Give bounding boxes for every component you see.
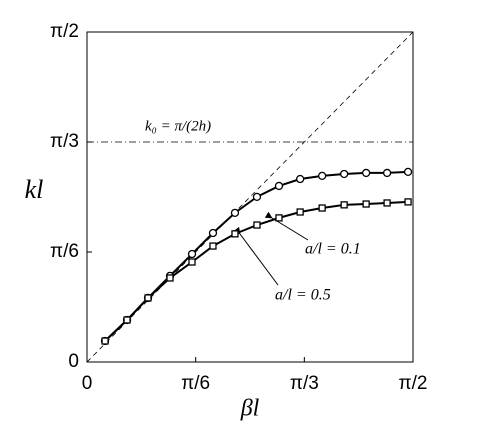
plot-frame: [86, 31, 414, 363]
x-tick-label: π/2: [399, 373, 428, 394]
marker: [187, 249, 197, 259]
marker: [404, 198, 412, 206]
marker: [274, 181, 284, 191]
marker: [318, 204, 326, 212]
marker: [208, 228, 218, 238]
x-axis-label: βl: [240, 396, 260, 422]
arrow: [233, 226, 279, 286]
marker: [252, 192, 262, 202]
marker: [295, 174, 305, 184]
marker: [123, 316, 131, 324]
marker: [231, 230, 239, 238]
marker: [339, 169, 349, 179]
marker: [230, 208, 240, 217]
marker: [166, 274, 174, 282]
x-tick-label: π/3: [290, 373, 319, 394]
marker: [144, 294, 152, 302]
marker: [361, 168, 371, 178]
x-tick-label: π/6: [181, 373, 210, 394]
marker: [382, 168, 392, 178]
marker: [188, 258, 196, 266]
reference-label: k₀ = π/(2h): [145, 118, 211, 134]
marker: [383, 199, 391, 207]
marker: [362, 200, 370, 208]
x-tick-label: 0: [82, 373, 93, 394]
marker: [340, 201, 348, 209]
marker: [209, 242, 217, 250]
y-tick-label: 0: [68, 351, 79, 372]
y-axis-label: kl: [25, 175, 44, 204]
arrow: [264, 211, 309, 241]
marker: [317, 171, 327, 181]
y-tick-label: π/3: [50, 131, 79, 152]
y-tick-label: π/2: [50, 21, 79, 42]
marker: [275, 214, 283, 222]
diagonal: [86, 31, 414, 363]
marker: [101, 337, 109, 345]
marker: [403, 167, 413, 177]
series-label: a/l = 0.5: [275, 287, 331, 304]
marker: [296, 208, 304, 216]
y-tick-label: π/6: [50, 241, 79, 262]
series-label: a/l = 0.1: [305, 241, 361, 258]
marker: [253, 221, 261, 229]
